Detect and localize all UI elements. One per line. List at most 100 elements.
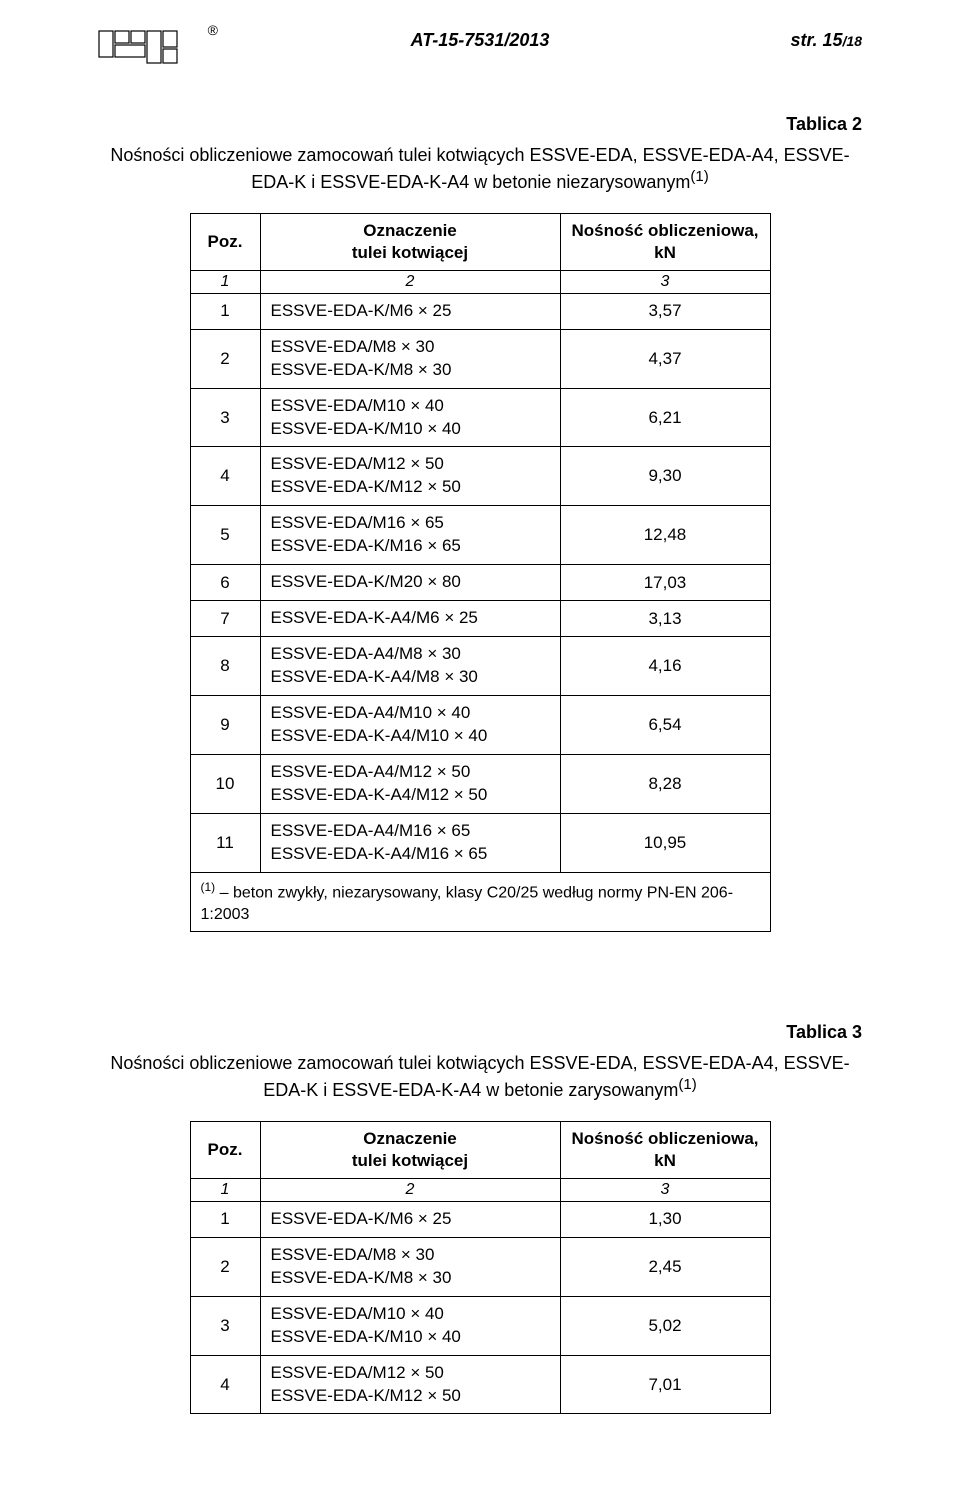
row-val: 3,57 xyxy=(560,293,770,329)
row-val: 8,28 xyxy=(560,754,770,813)
table-row: 6ESSVE-EDA-K/M20 × 8017,03 xyxy=(190,565,770,601)
row-poz: 3 xyxy=(190,388,260,447)
table3-label: Tablica 3 xyxy=(98,1022,862,1043)
row-poz: 5 xyxy=(190,506,260,565)
table3-header-row: Poz. Oznaczenietulei kotwiącej Nośność o… xyxy=(190,1121,770,1178)
row-val: 7,01 xyxy=(560,1355,770,1414)
row-val: 6,54 xyxy=(560,695,770,754)
page-current: 15 xyxy=(823,30,843,50)
row-desc: ESSVE-EDA-A4/M8 × 30ESSVE-EDA-K-A4/M8 × … xyxy=(260,637,560,696)
table3-body: 1 2 3 1ESSVE-EDA-K/M6 × 251,302ESSVE-EDA… xyxy=(190,1178,770,1414)
table2: Poz. Oznaczenietulei kotwiącej Nośność o… xyxy=(190,213,771,933)
table-row: 4ESSVE-EDA/M12 × 50ESSVE-EDA-K/M12 × 509… xyxy=(190,447,770,506)
row-val: 4,16 xyxy=(560,637,770,696)
page: ® AT-15-7531/2013 str. 15/18 Tablica 2 N… xyxy=(0,0,960,1474)
row-val: 4,37 xyxy=(560,329,770,388)
table2-header-row: Poz. Oznaczenietulei kotwiącej Nośność o… xyxy=(190,213,770,270)
row-val: 10,95 xyxy=(560,813,770,872)
table3: Poz. Oznaczenietulei kotwiącej Nośność o… xyxy=(190,1121,771,1415)
row-desc: ESSVE-EDA/M16 × 65ESSVE-EDA-K/M16 × 65 xyxy=(260,506,560,565)
table3-title: Nośności obliczeniowe zamocowań tulei ko… xyxy=(98,1051,862,1103)
table-row: 2ESSVE-EDA/M8 × 30ESSVE-EDA-K/M8 × 304,3… xyxy=(190,329,770,388)
row-poz: 2 xyxy=(190,1237,260,1296)
table2-label: Tablica 2 xyxy=(98,114,862,135)
table2-footnote-row: (1) – beton zwykły, niezarysowany, klasy… xyxy=(190,872,770,932)
row-val: 9,30 xyxy=(560,447,770,506)
table2-footnote-text: – beton zwykły, niezarysowany, klasy C20… xyxy=(201,884,734,923)
row-poz: 11 xyxy=(190,813,260,872)
row-desc: ESSVE-EDA/M12 × 50ESSVE-EDA-K/M12 × 50 xyxy=(260,1355,560,1414)
table3-index-row: 1 2 3 xyxy=(190,1178,770,1201)
table2-body: 1 2 3 1ESSVE-EDA-K/M6 × 253,572ESSVE-EDA… xyxy=(190,270,770,872)
table2-footnote-sup: (1) xyxy=(201,880,216,894)
table3-title-sup: (1) xyxy=(678,1076,696,1093)
table2-head-poz: Poz. xyxy=(190,213,260,270)
row-desc: ESSVE-EDA/M12 × 50ESSVE-EDA-K/M12 × 50 xyxy=(260,447,560,506)
row-poz: 3 xyxy=(190,1296,260,1355)
row-poz: 1 xyxy=(190,293,260,329)
table-row: 11ESSVE-EDA-A4/M16 × 65ESSVE-EDA-K-A4/M1… xyxy=(190,813,770,872)
row-poz: 1 xyxy=(190,1201,260,1237)
row-poz: 8 xyxy=(190,637,260,696)
row-desc: ESSVE-EDA/M10 × 40ESSVE-EDA-K/M10 × 40 xyxy=(260,388,560,447)
logo-svg xyxy=(98,30,202,64)
row-poz: 2 xyxy=(190,329,260,388)
row-val: 5,02 xyxy=(560,1296,770,1355)
table3-head-poz: Poz. xyxy=(190,1121,260,1178)
row-poz: 9 xyxy=(190,695,260,754)
logo: ® xyxy=(98,30,208,70)
table2-title-text: Nośności obliczeniowe zamocowań tulei ko… xyxy=(110,145,849,192)
row-desc: ESSVE-EDA-K/M6 × 25 xyxy=(260,293,560,329)
row-desc: ESSVE-EDA-K/M6 × 25 xyxy=(260,1201,560,1237)
table-row: 4ESSVE-EDA/M12 × 50ESSVE-EDA-K/M12 × 507… xyxy=(190,1355,770,1414)
row-desc: ESSVE-EDA-A4/M10 × 40ESSVE-EDA-K-A4/M10 … xyxy=(260,695,560,754)
table3-head-val: Nośność obliczeniowa,kN xyxy=(560,1121,770,1178)
table2-title: Nośności obliczeniowe zamocowań tulei ko… xyxy=(98,143,862,195)
page-total: 18 xyxy=(846,33,862,49)
table2-idx-3: 3 xyxy=(560,270,770,293)
table3-head-desc: Oznaczenietulei kotwiącej xyxy=(260,1121,560,1178)
row-poz: 7 xyxy=(190,601,260,637)
row-val: 6,21 xyxy=(560,388,770,447)
table3-idx-3: 3 xyxy=(560,1178,770,1201)
table2-head-val: Nośność obliczeniowa,kN xyxy=(560,213,770,270)
table-row: 10ESSVE-EDA-A4/M12 × 50ESSVE-EDA-K-A4/M1… xyxy=(190,754,770,813)
table3-title-text: Nośności obliczeniowe zamocowań tulei ko… xyxy=(110,1053,849,1100)
table3-idx-1: 1 xyxy=(190,1178,260,1201)
table2-idx-2: 2 xyxy=(260,270,560,293)
row-val: 17,03 xyxy=(560,565,770,601)
table-row: 3ESSVE-EDA/M10 × 40ESSVE-EDA-K/M10 × 406… xyxy=(190,388,770,447)
row-desc: ESSVE-EDA/M8 × 30ESSVE-EDA-K/M8 × 30 xyxy=(260,1237,560,1296)
table-row: 2ESSVE-EDA/M8 × 30ESSVE-EDA-K/M8 × 302,4… xyxy=(190,1237,770,1296)
table2-head-desc: Oznaczenietulei kotwiącej xyxy=(260,213,560,270)
row-val: 1,30 xyxy=(560,1201,770,1237)
table2-title-sup: (1) xyxy=(690,168,708,185)
table-row: 5ESSVE-EDA/M16 × 65ESSVE-EDA-K/M16 × 651… xyxy=(190,506,770,565)
table3-idx-2: 2 xyxy=(260,1178,560,1201)
page-header: ® AT-15-7531/2013 str. 15/18 xyxy=(98,30,862,70)
row-desc: ESSVE-EDA/M10 × 40ESSVE-EDA-K/M10 × 40 xyxy=(260,1296,560,1355)
table-row: 9ESSVE-EDA-A4/M10 × 40ESSVE-EDA-K-A4/M10… xyxy=(190,695,770,754)
row-poz: 10 xyxy=(190,754,260,813)
row-poz: 4 xyxy=(190,447,260,506)
table2-idx-1: 1 xyxy=(190,270,260,293)
registered-mark: ® xyxy=(208,22,218,38)
table-row: 7ESSVE-EDA-K-A4/M6 × 253,13 xyxy=(190,601,770,637)
table-row: 3ESSVE-EDA/M10 × 40ESSVE-EDA-K/M10 × 405… xyxy=(190,1296,770,1355)
table-row: 8ESSVE-EDA-A4/M8 × 30ESSVE-EDA-K-A4/M8 ×… xyxy=(190,637,770,696)
row-desc: ESSVE-EDA-K-A4/M6 × 25 xyxy=(260,601,560,637)
row-val: 2,45 xyxy=(560,1237,770,1296)
row-val: 3,13 xyxy=(560,601,770,637)
table-row: 1ESSVE-EDA-K/M6 × 253,57 xyxy=(190,293,770,329)
row-desc: ESSVE-EDA-A4/M16 × 65ESSVE-EDA-K-A4/M16 … xyxy=(260,813,560,872)
row-val: 12,48 xyxy=(560,506,770,565)
document-id: AT-15-7531/2013 xyxy=(208,30,752,51)
row-desc: ESSVE-EDA/M8 × 30ESSVE-EDA-K/M8 × 30 xyxy=(260,329,560,388)
page-number: str. 15/18 xyxy=(752,30,862,51)
row-desc: ESSVE-EDA-K/M20 × 80 xyxy=(260,565,560,601)
table2-footnote: (1) – beton zwykły, niezarysowany, klasy… xyxy=(190,872,770,932)
row-poz: 6 xyxy=(190,565,260,601)
row-poz: 4 xyxy=(190,1355,260,1414)
table2-index-row: 1 2 3 xyxy=(190,270,770,293)
row-desc: ESSVE-EDA-A4/M12 × 50ESSVE-EDA-K-A4/M12 … xyxy=(260,754,560,813)
